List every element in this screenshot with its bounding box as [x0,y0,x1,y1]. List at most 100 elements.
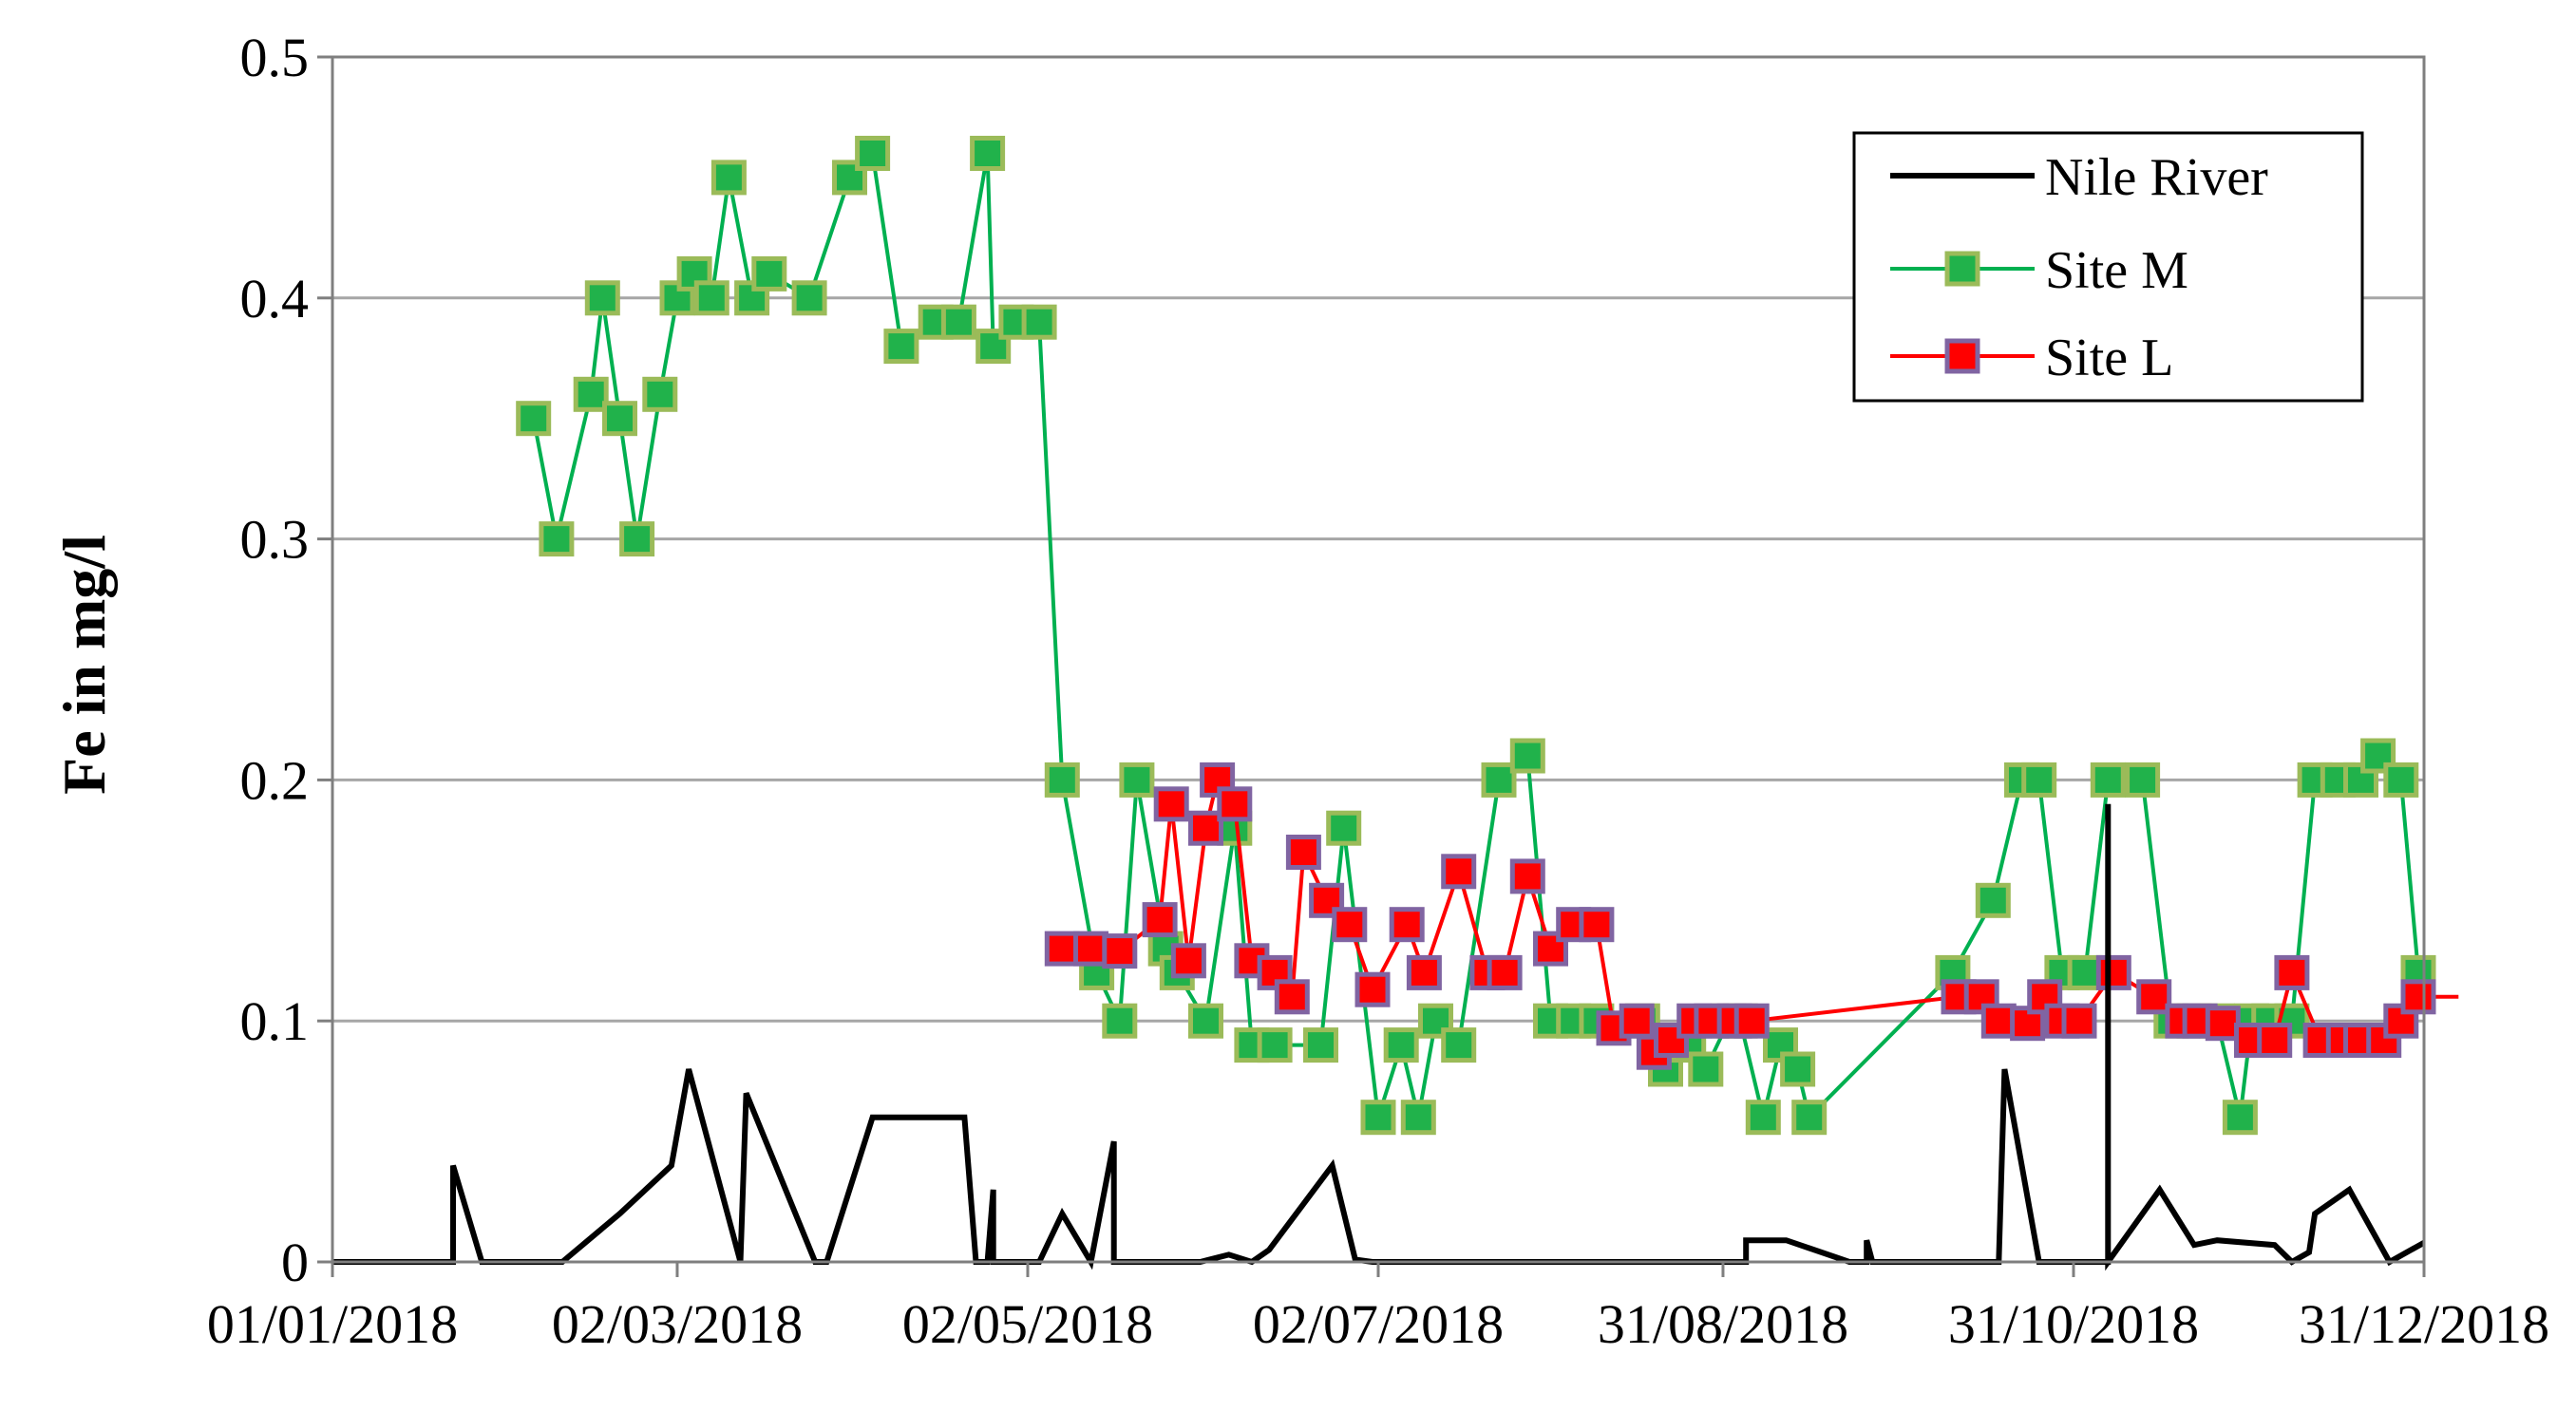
data-point-site-m [1481,762,1517,798]
y-tick-label: 0.2 [240,749,310,811]
data-point-site-m [1102,1003,1138,1039]
data-point-site-m [1418,1003,1453,1039]
data-point-site-m [539,521,575,557]
data-point-site-l [1441,854,1477,890]
data-point-site-m [1044,762,1080,798]
data-point-site-m [602,401,637,437]
data-point-site-l [2274,954,2310,990]
data-point-site-l [1980,1003,2017,1039]
y-axis-title: Fe in mg/l [50,535,118,795]
y-tick-label: 0 [281,1232,309,1293]
data-point-site-m [1303,1027,1338,1063]
y-tick-label: 0.5 [240,27,310,88]
data-point-site-l [1579,907,1615,943]
data-point-site-m [1745,1100,1781,1136]
x-tick-label: 31/12/2018 [2299,1293,2549,1355]
series-line-site-m [531,149,2420,1121]
data-point-site-m [710,160,747,196]
data-point-site-l [1153,786,1189,822]
y-tick-label: 0.1 [240,990,310,1052]
legend-entry-nile-river: Nile River [1890,148,2268,207]
data-point-site-m [2383,762,2419,798]
x-tick-label: 02/03/2018 [552,1293,803,1355]
data-point-site-m [2021,762,2057,798]
data-point-site-l [1654,1023,1689,1058]
y-tick-label: 0.4 [240,268,310,329]
data-point-site-m [1791,1100,1828,1136]
data-point-site-m [573,376,609,412]
x-tick-label: 01/01/2018 [207,1293,458,1355]
data-point-site-m [1360,1100,1396,1136]
data-point-site-m [2125,762,2161,798]
data-point-site-m [1383,1027,1419,1063]
legend-label-site-l: Site L [2045,329,2173,387]
data-point-site-m [1441,1027,1477,1063]
data-point-site-m [1021,304,1057,340]
data-point-site-l [1406,954,1442,990]
data-point-site-l [1044,931,1080,967]
data-point-site-l [1354,971,1391,1007]
data-point-site-m [2090,762,2126,798]
data-point-site-m [970,136,1006,171]
x-axis: 01/01/2018 02/03/2018 02/05/2018 02/07/2018… [207,1262,2549,1355]
series-nile-river [332,803,2426,1271]
data-point-site-m [1326,810,1362,846]
data-point-site-l [1217,786,1253,822]
data-point-site-m [584,280,620,316]
series-line-nile-river [332,803,2426,1271]
data-point-site-m [975,329,1012,365]
data-point-site-l [1733,1003,1770,1039]
data-point-site-m [1780,1051,1816,1087]
data-point-site-l [1509,858,1545,894]
data-point-site-m [751,255,787,292]
y-tick-label: 0.3 [240,509,310,571]
data-point-site-m [1975,882,2011,918]
data-point-site-l [2136,979,2172,1015]
data-point-site-l [1619,1003,1655,1039]
x-tick-label: 31/08/2018 [1598,1293,1848,1355]
data-point-site-l [1188,810,1223,846]
data-point-site-m [1119,762,1155,798]
data-point-site-l [2205,1006,2241,1042]
data-point-site-m [1688,1051,1724,1087]
legend-entry-site-m: Site M [1890,241,2188,300]
data-point-site-m [855,136,891,171]
legend-label-nile-river: Nile River [2045,148,2268,207]
data-point-site-l [1389,907,1425,943]
legend: Nile River Site M Site L [1852,131,2364,403]
data-point-site-m [883,329,919,365]
y-axis: 0 0.1 0.2 0.3 0.4 0.5 [240,27,332,1293]
data-point-site-m [516,401,552,437]
data-point-site-l [1274,979,1310,1015]
legend-entry-site-l: Site L [1890,329,2173,387]
data-point-site-m [940,304,976,340]
data-point-site-m [2222,1100,2258,1136]
x-tick-label: 02/05/2018 [902,1293,1153,1355]
data-point-site-l [2400,979,2436,1015]
data-point-site-l [1102,933,1138,969]
data-point-site-l [1170,943,1206,979]
data-point-site-l [1142,902,1178,938]
data-point-site-l [2095,954,2131,990]
data-point-site-m [2067,954,2103,990]
data-point-site-l [1285,835,1321,870]
x-tick-label: 31/10/2018 [1948,1293,2199,1355]
x-tick-label: 02/07/2018 [1253,1293,1504,1355]
data-point-site-m [1509,738,1545,774]
data-point-site-l [1332,907,1368,943]
data-point-site-m [642,376,678,412]
data-point-site-m [693,280,729,316]
data-point-site-l [2061,1003,2097,1039]
data-point-site-m [619,521,655,557]
legend-label-site-m: Site M [2045,241,2188,300]
series-site-l [1044,762,2459,1070]
data-point-site-m [1400,1100,1436,1136]
data-point-site-m [791,280,827,316]
data-point-site-m [1257,1027,1293,1063]
data-point-site-m [1188,1003,1223,1039]
series-layer [332,136,2459,1271]
data-point-site-l [1073,931,1108,967]
data-point-site-l [2257,1023,2293,1058]
data-point-site-m [832,160,867,196]
